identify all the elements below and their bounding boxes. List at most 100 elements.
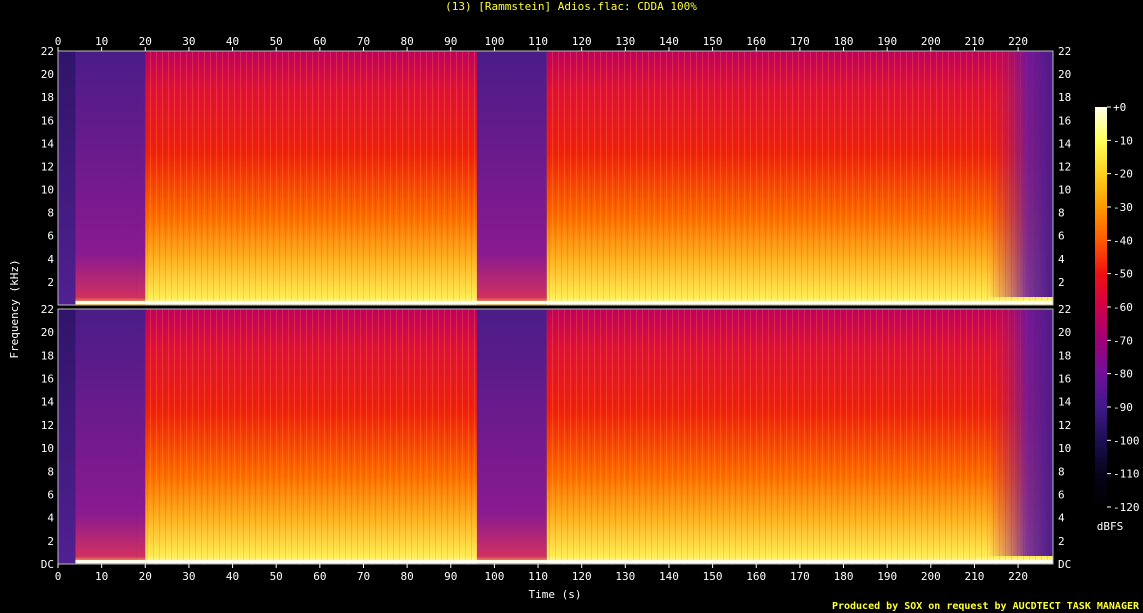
- y-tick-label-left: DC: [41, 558, 54, 571]
- x-tick-label-top: 130: [615, 35, 635, 48]
- colorbar-tick-label: +0: [1113, 101, 1126, 114]
- colorbar-label: dBFS: [1097, 520, 1124, 533]
- x-axis-top-tick-labels: 0 10 20 30 40 50 60 70 80 90 100 110 120 130 140 150 160…: [55, 35, 1028, 51]
- y-tick-label-left: 18: [41, 349, 54, 362]
- spectrogram-segment: [476, 309, 547, 564]
- x-tick-label-bottom: 50: [270, 570, 283, 583]
- y-axis-label: Frequency (kHz): [8, 259, 21, 358]
- x-tick-label-top: 110: [528, 35, 548, 48]
- x-tick-label-bottom: 180: [834, 570, 854, 583]
- y-tick-label-left: 22: [41, 45, 54, 58]
- x-tick-label-bottom: 10: [95, 570, 108, 583]
- x-tick-label-top: 160: [746, 35, 766, 48]
- y-tick-label-left: 14: [41, 137, 55, 150]
- plot-frame: [57, 308, 1054, 565]
- x-tick-label-bottom: 110: [528, 570, 548, 583]
- y-tick-label-left: 2: [47, 276, 54, 289]
- dc-band: [75, 560, 1054, 563]
- spectrogram-texture: [546, 51, 1053, 305]
- y-tick-label-right: 2: [1058, 535, 1065, 548]
- channel-1-spectrogram: [57, 50, 1054, 306]
- y-tick-label-right: 22: [1058, 303, 1071, 316]
- y-tick-label-right: 8: [1058, 465, 1065, 478]
- y-tick-label-left: 10: [41, 442, 54, 455]
- x-tick-label-bottom: 100: [484, 570, 504, 583]
- x-tick-label-top: 40: [226, 35, 239, 48]
- spectrogram-segment: [75, 51, 137, 305]
- plot-frame: [57, 50, 1054, 306]
- y-tick-label-right: DC: [1058, 558, 1071, 571]
- colorbar-tick-label: -10: [1113, 134, 1133, 147]
- x-tick-label-top: 50: [270, 35, 283, 48]
- colorbar-tick-label: -70: [1113, 334, 1133, 347]
- y-tick-label-right: 8: [1058, 207, 1065, 220]
- x-tick-label-bottom: 70: [357, 570, 370, 583]
- spectrogram-segment: [136, 51, 146, 305]
- x-tick-label-top: 80: [400, 35, 413, 48]
- spectrogram-segment: [58, 309, 76, 564]
- y-tick-label-left: 4: [47, 512, 54, 525]
- y-tick-label-right: 6: [1058, 230, 1065, 243]
- y-tick-label-right: 20: [1058, 326, 1071, 339]
- colorbar-tick-labels: +0 -10 -20 -30 -40 -50 -60 -70 -80 -90 -100 -110 -12…: [1107, 101, 1140, 514]
- y-tick-label-left: 8: [47, 465, 54, 478]
- y-tick-label-right: 10: [1058, 184, 1071, 197]
- fade-out-region: [987, 51, 1053, 297]
- y-tick-label-left: 6: [47, 488, 54, 501]
- colorbar-tick-label: -110: [1113, 468, 1140, 481]
- x-tick-label-bottom: 190: [877, 570, 897, 583]
- colorbar: [1095, 107, 1107, 507]
- y-tick-label-left: 6: [47, 230, 54, 243]
- y-tick-label-left: 8: [47, 207, 54, 220]
- dc-band: [75, 301, 1054, 304]
- y-tick-label-right: 14: [1058, 396, 1072, 409]
- x-tick-label-bottom: 20: [139, 570, 152, 583]
- colorbar-tick-label: -120: [1113, 501, 1140, 514]
- y-tick-label-right: 18: [1058, 91, 1071, 104]
- y-tick-label-right: 18: [1058, 349, 1071, 362]
- x-tick-label-top: 120: [572, 35, 592, 48]
- spectrogram-texture: [546, 309, 1053, 564]
- spectrogram-texture: [145, 309, 477, 564]
- colorbar-tick-label: -100: [1113, 434, 1140, 447]
- y-tick-label-left: 12: [41, 419, 54, 432]
- y-tick-label-right: 20: [1058, 68, 1071, 81]
- y-tick-label-right: 2: [1058, 276, 1065, 289]
- fade-out-region: [987, 309, 1053, 556]
- y-tick-label-left: 4: [47, 253, 54, 266]
- colorbar-tick-label: -80: [1113, 368, 1133, 381]
- y-tick-label-left: 20: [41, 68, 54, 81]
- y-tick-label-left: 20: [41, 326, 54, 339]
- x-tick-label-top: 70: [357, 35, 370, 48]
- y-tick-label-right: 22: [1058, 45, 1071, 58]
- x-tick-label-bottom: 160: [746, 570, 766, 583]
- x-tick-label-bottom: 60: [313, 570, 326, 583]
- x-tick-label-top: 190: [877, 35, 897, 48]
- x-tick-label-bottom: 30: [182, 570, 195, 583]
- y-tick-label-left: 2: [47, 535, 54, 548]
- colorbar-tick-label: -40: [1113, 234, 1133, 247]
- y-tick-label-left: 18: [41, 91, 54, 104]
- x-tick-label-bottom: 220: [1008, 570, 1028, 583]
- x-tick-label-top: 150: [703, 35, 723, 48]
- x-tick-label-top: 200: [921, 35, 941, 48]
- y-tick-label-left: 16: [41, 373, 54, 386]
- x-tick-label-bottom: 120: [572, 570, 592, 583]
- y-tick-label-left: 22: [41, 303, 54, 316]
- x-tick-label-top: 0: [55, 35, 62, 48]
- y-tick-label-left: 16: [41, 114, 54, 127]
- spectrogram-texture: [145, 51, 477, 305]
- y-tick-label-left: 14: [41, 396, 55, 409]
- x-tick-label-bottom: 140: [659, 570, 679, 583]
- x-tick-label-bottom: 80: [400, 570, 413, 583]
- x-tick-label-bottom: 0: [55, 570, 62, 583]
- y-tick-label-right: 12: [1058, 160, 1071, 173]
- x-tick-label-top: 90: [444, 35, 457, 48]
- channel-2-spectrogram: [57, 308, 1054, 565]
- x-tick-label-bottom: 210: [965, 570, 985, 583]
- x-tick-label-top: 170: [790, 35, 810, 48]
- x-tick-label-bottom: 90: [444, 570, 457, 583]
- x-tick-label-top: 30: [182, 35, 195, 48]
